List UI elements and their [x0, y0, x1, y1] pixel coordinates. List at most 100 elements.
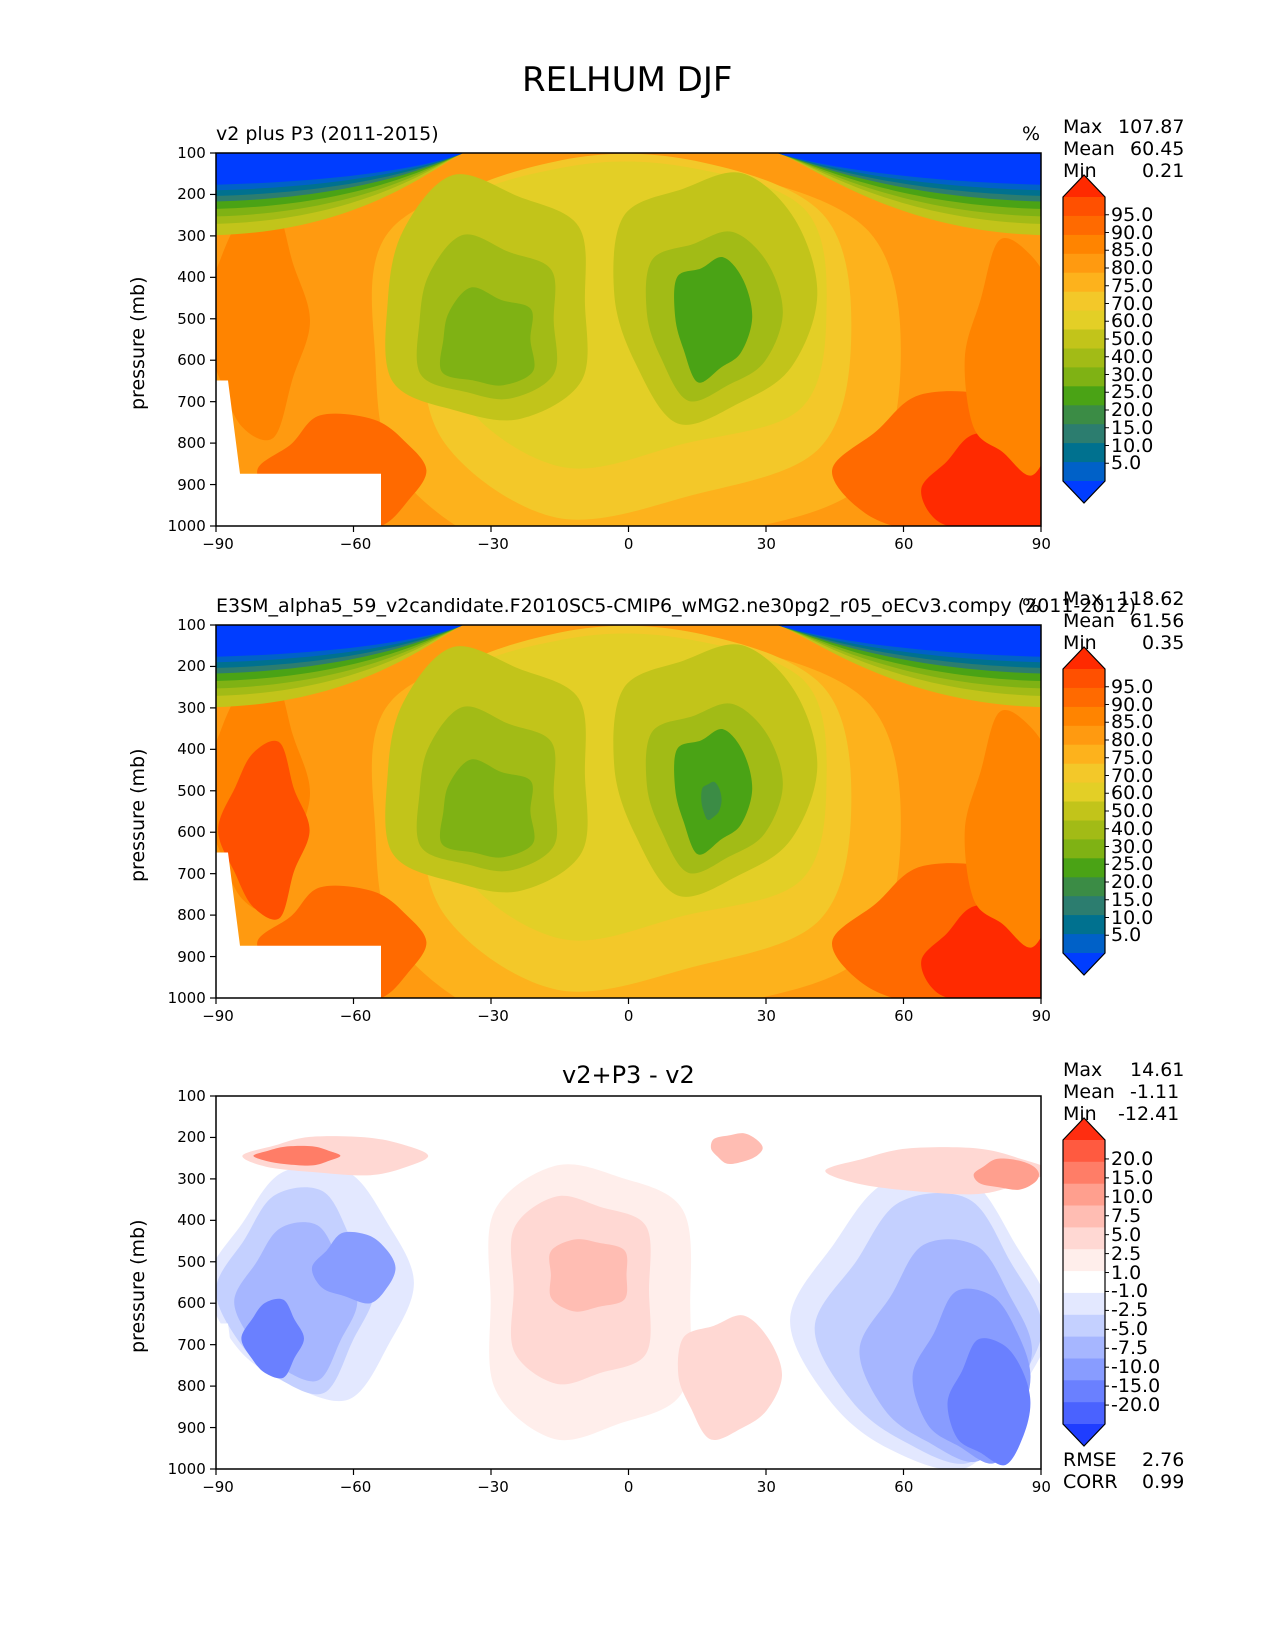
contour-band-neg10-east — [947, 1338, 1031, 1466]
x-tick-label: 60 — [894, 535, 914, 553]
colorbar-level-label: 90.0 — [1111, 693, 1154, 716]
colorbar-extend-top — [1063, 175, 1105, 197]
colorbar-level-label: 10.0 — [1111, 434, 1154, 457]
colorbar-band — [1063, 1292, 1105, 1316]
contour-band-pos10-upper-west — [253, 1145, 341, 1166]
y-tick-label: 500 — [177, 781, 206, 800]
colorbar-band — [1063, 329, 1105, 349]
stat-max-value: 14.61 — [1130, 1059, 1185, 1081]
x-tick-label: 90 — [1031, 535, 1051, 553]
colorbar-band — [1063, 687, 1105, 708]
stat-min-label: Min — [1063, 160, 1097, 182]
colorbar-band — [1063, 424, 1105, 444]
y-tick-label: 100 — [177, 616, 206, 634]
y-tick-label: 600 — [177, 823, 206, 842]
y-tick-label: 200 — [177, 1128, 206, 1147]
colorbar-band — [1063, 896, 1105, 916]
stat-min-value: 0.21 — [1142, 160, 1185, 182]
y-tick-label: 100 — [177, 144, 206, 162]
colorbar-band — [1063, 197, 1105, 217]
x-tick-label: 0 — [623, 535, 634, 553]
y-tick-label: 1000 — [167, 517, 206, 535]
colorbar-level-label: 70.0 — [1111, 292, 1154, 315]
colorbar-band — [1063, 782, 1105, 803]
colorbar-band — [1063, 934, 1105, 954]
colorbar-band — [1063, 801, 1105, 821]
colorbar-level-label: 75.0 — [1111, 746, 1154, 769]
x-tick-label: 90 — [1031, 1478, 1051, 1496]
colorbar-outline — [1062, 174, 1106, 504]
panel-1 — [210, 152, 1109, 532]
y-tick-label: 300 — [177, 1169, 206, 1188]
contour-band-pos5-mid — [549, 1239, 628, 1312]
contour-cap-band-7 — [216, 625, 1041, 657]
colorbar-level-label: -10.0 — [1111, 1356, 1161, 1379]
x-tick-label: 0 — [623, 1007, 634, 1025]
colorbar-level-label: 25.0 — [1111, 853, 1154, 876]
colorbar-level-label: 95.0 — [1111, 675, 1154, 698]
colorbar-level-label: 10.0 — [1111, 906, 1154, 929]
colorbar-level-label: 40.0 — [1111, 345, 1154, 368]
colorbar-band — [1063, 367, 1105, 387]
x-tick-label: 90 — [1031, 1007, 1051, 1025]
figure-title: RELHUM DJF — [522, 60, 733, 100]
y-tick-label: 1000 — [167, 989, 206, 1007]
x-tick-label: −30 — [477, 1007, 509, 1025]
stat-mean-value: -1.11 — [1130, 1081, 1180, 1103]
stat-mean-label: Mean — [1063, 1081, 1115, 1103]
y-tick-label: 900 — [177, 947, 206, 966]
colorbar-band — [1063, 1380, 1105, 1403]
colorbar-band — [1063, 348, 1105, 368]
colorbar-band — [1063, 1161, 1105, 1185]
colorbar-level-label: 60.0 — [1111, 782, 1154, 805]
y-tick-label: 700 — [177, 1335, 206, 1354]
colorbar-extend-bottom — [1063, 953, 1105, 975]
colorbar-band — [1063, 1271, 1105, 1294]
colorbar-band — [1063, 253, 1105, 274]
colorbar-band — [1063, 462, 1105, 482]
colorbar-band — [1063, 877, 1105, 897]
topography-mask — [216, 380, 381, 526]
colorbar-band — [1063, 744, 1105, 765]
x-tick-label: −30 — [477, 535, 509, 553]
colorbar-level-label: 90.0 — [1111, 221, 1154, 244]
x-tick-label: −60 — [339, 535, 372, 553]
stat-min-value: 0.35 — [1142, 632, 1185, 654]
colorbar-level-label: 7.5 — [1111, 1204, 1142, 1227]
colorbar-band — [1063, 1249, 1105, 1272]
contour-band-20-east — [674, 256, 753, 383]
colorbar-level-label: 15.0 — [1111, 416, 1154, 439]
colorbar-level-label: 30.0 — [1111, 835, 1154, 858]
y-tick-label: 200 — [177, 185, 206, 204]
y-tick-label: 600 — [177, 351, 206, 370]
colorbar-level-label: 5.0 — [1111, 924, 1142, 947]
colorbar-band — [1063, 1183, 1105, 1207]
y-tick-label: 200 — [177, 657, 206, 676]
colorbar-band — [1063, 405, 1105, 425]
colorbar-level-label: 20.0 — [1111, 871, 1154, 893]
x-tick-label: 60 — [894, 1478, 914, 1496]
y-tick-label: 500 — [177, 309, 206, 328]
panel-units: % — [1022, 123, 1041, 145]
y-tick-label: 400 — [177, 740, 206, 759]
colorbar-level-label: 60.0 — [1111, 310, 1154, 333]
colorbar-outline — [1062, 1117, 1106, 1447]
colorbar-extend-bottom — [1063, 481, 1105, 503]
stat-max-value: 118.62 — [1118, 588, 1185, 610]
colorbar-band — [1063, 669, 1105, 689]
contour-band-90-west — [218, 740, 310, 920]
y-tick-label: 400 — [177, 1211, 206, 1230]
colorbar-band — [1063, 1336, 1105, 1359]
x-tick-label: −30 — [477, 1478, 509, 1496]
x-tick-label: 0 — [623, 1478, 634, 1496]
x-tick-label: −90 — [202, 1478, 234, 1496]
colorbar-band — [1063, 1358, 1105, 1381]
colorbar-band — [1063, 725, 1105, 746]
colorbar-extend-top — [1063, 1118, 1105, 1140]
y-tick-label: 700 — [177, 392, 206, 411]
colorbar-level-label: 5.0 — [1111, 1223, 1142, 1246]
colorbar-level-label: 15.0 — [1111, 888, 1154, 911]
topography-mask — [216, 852, 381, 998]
colorbar-band — [1063, 310, 1105, 331]
colorbar-band — [1063, 291, 1105, 312]
